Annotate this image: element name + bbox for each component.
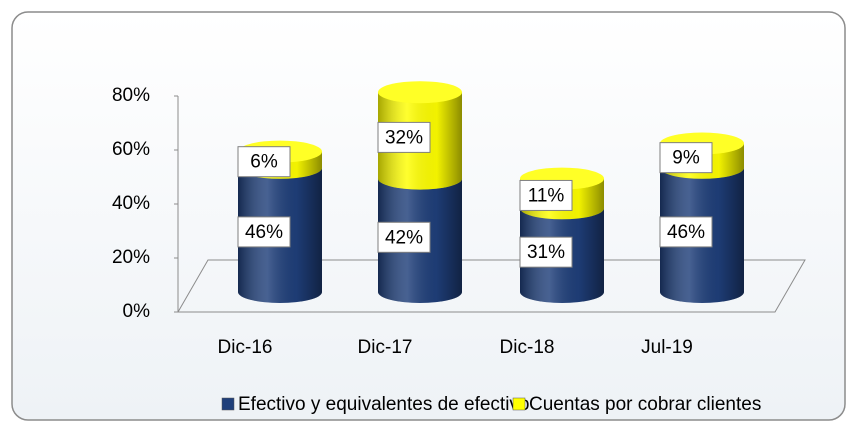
y-tick-label: 20% <box>112 247 150 268</box>
data-label: 6% <box>237 146 291 178</box>
data-label: 9% <box>659 142 713 174</box>
x-tick-label: Jul-19 <box>641 337 693 358</box>
data-label-box <box>659 216 713 248</box>
data-label: 46% <box>237 216 291 248</box>
data-label-box <box>237 146 291 178</box>
legend-swatch <box>512 397 526 411</box>
legend-label: Cuentas por cobrar clientes <box>529 394 761 415</box>
data-label: 11% <box>519 179 573 211</box>
legend-label: Efectivo y equivalentes de efectivo <box>238 394 530 415</box>
data-label: 46% <box>659 216 713 248</box>
x-tick-label: Dic-16 <box>218 337 273 358</box>
x-tick-label: Dic-17 <box>358 337 413 358</box>
data-label: 32% <box>377 121 431 153</box>
cylinder-top <box>378 81 462 104</box>
data-label-text: 46% <box>245 222 283 243</box>
data-label-text: 46% <box>667 222 705 243</box>
data-label-text: 32% <box>385 127 423 148</box>
y-tick-label: 60% <box>112 139 150 160</box>
data-label-box <box>237 216 291 248</box>
x-tick-label: Dic-18 <box>500 337 555 358</box>
data-label-box <box>519 236 573 268</box>
data-label-box <box>377 121 431 153</box>
data-label-text: 6% <box>250 152 278 173</box>
data-label-text: 42% <box>385 227 423 248</box>
data-label-box <box>519 179 573 211</box>
data-label-text: 9% <box>672 148 700 169</box>
data-label: 31% <box>519 236 573 268</box>
data-label: 42% <box>377 221 431 253</box>
y-tick-label: 40% <box>112 193 150 214</box>
data-label-text: 11% <box>528 185 565 206</box>
y-tick-label: 80% <box>112 85 150 106</box>
data-label-box <box>377 221 431 253</box>
legend-swatch <box>221 397 235 411</box>
floor <box>177 259 806 313</box>
data-label-box <box>659 142 713 174</box>
data-label-text: 31% <box>527 242 565 263</box>
y-tick-label: 0% <box>123 301 151 322</box>
cylinder-top-shade <box>378 81 462 104</box>
